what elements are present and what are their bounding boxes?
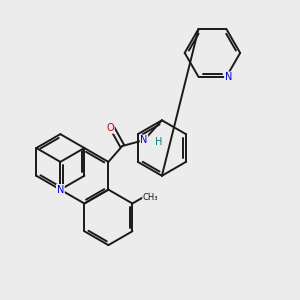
Text: N: N [57,184,64,195]
Text: N: N [57,184,64,195]
Text: H: H [155,137,162,147]
Text: N: N [225,72,232,82]
Text: N: N [140,135,148,145]
Text: O: O [106,123,114,133]
Text: CH₃: CH₃ [143,193,158,202]
